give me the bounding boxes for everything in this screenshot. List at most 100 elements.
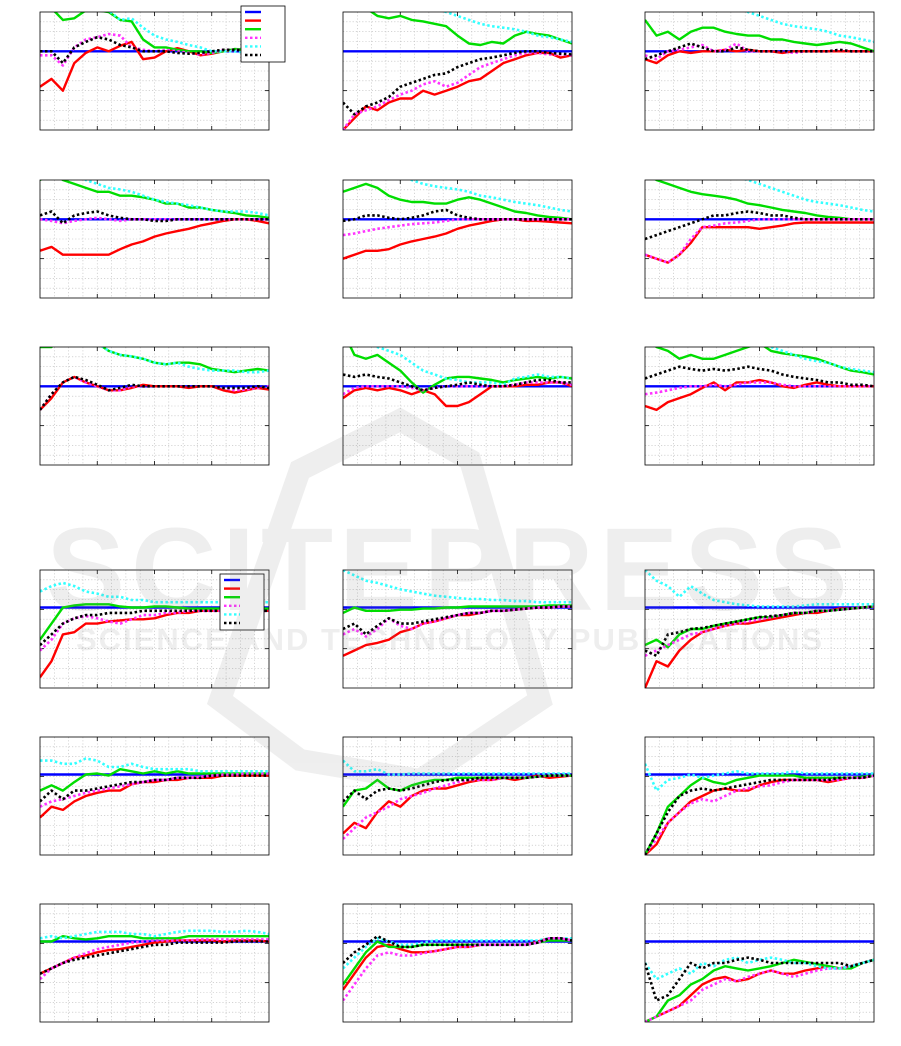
- grid: [40, 904, 269, 1022]
- series-line-cyan: [343, 570, 572, 604]
- chart-panel: [644, 736, 875, 856]
- series-line-green: [40, 935, 269, 943]
- chart-panel: [342, 179, 573, 299]
- series-line-cyan: [766, 347, 874, 374]
- axes-frame: [39, 346, 270, 466]
- series-line-red: [343, 381, 572, 408]
- chart-panel: [644, 346, 875, 466]
- series-line-cyan: [84, 180, 269, 217]
- axes-frame: [342, 11, 573, 131]
- axes-frame: [342, 736, 573, 856]
- axes-frame: [644, 11, 875, 131]
- series-line-magenta: [645, 381, 874, 396]
- chart-panel: [39, 903, 270, 1023]
- chart-panel: [644, 11, 875, 131]
- series-line-magenta: [343, 51, 572, 130]
- legend: [240, 5, 286, 63]
- series-line-cyan: [373, 347, 572, 387]
- series-line-cyan: [743, 12, 874, 44]
- series-line-cyan: [645, 570, 874, 608]
- series-line-green: [645, 19, 874, 53]
- series-line-black: [343, 49, 572, 116]
- chart-panel: [342, 569, 573, 689]
- grid: [645, 570, 874, 688]
- axes-frame: [342, 179, 573, 299]
- series-line-cyan: [645, 956, 874, 981]
- ticks: [645, 904, 874, 1022]
- chart-panel: [342, 903, 573, 1023]
- series-line-cyan: [40, 929, 269, 940]
- grid: [645, 904, 874, 1022]
- series-line-green: [349, 347, 572, 394]
- series-line-cyan: [100, 347, 269, 374]
- chart-panel: [39, 346, 270, 466]
- chart-panel: [39, 736, 270, 856]
- series-line-black: [40, 210, 269, 225]
- series-line-magenta: [343, 936, 572, 1002]
- series-line-magenta: [40, 772, 269, 808]
- axes-frame: [644, 179, 875, 299]
- series-line-black: [645, 774, 874, 855]
- chart-panel: [342, 736, 573, 856]
- series-line-magenta: [343, 774, 572, 840]
- axes-frame: [644, 903, 875, 1023]
- chart-panel: [342, 11, 573, 131]
- series-line-green: [53, 12, 269, 55]
- axes-frame: [644, 736, 875, 856]
- grid: [343, 12, 572, 130]
- series-line-green: [645, 774, 874, 855]
- axes-frame: [39, 569, 270, 689]
- chart-panel: [644, 179, 875, 299]
- chart-panel: [39, 5, 286, 131]
- ticks: [343, 570, 572, 688]
- chart-panel: [39, 179, 270, 299]
- series-line-green: [40, 768, 269, 792]
- series-line-magenta: [645, 774, 874, 855]
- axes-frame: [39, 11, 270, 131]
- series-line-red: [343, 51, 572, 130]
- grid: [343, 570, 572, 688]
- series-line-red: [343, 218, 572, 260]
- grid: [40, 737, 269, 855]
- series-line-green: [40, 180, 269, 219]
- series-line-magenta: [40, 938, 269, 981]
- axes-frame: [342, 569, 573, 689]
- axes-frame: [644, 569, 875, 689]
- series-line-black: [40, 774, 269, 803]
- series-line-green: [654, 180, 874, 221]
- chart-panel: [342, 346, 573, 466]
- chart-panel: [39, 569, 270, 689]
- series-line-black: [343, 934, 572, 964]
- grid: [40, 347, 269, 465]
- grid: [343, 737, 572, 855]
- series-line-red: [40, 218, 269, 256]
- series-line-black: [343, 774, 572, 803]
- ticks: [645, 570, 874, 688]
- grid: [343, 180, 572, 298]
- series-line-magenta: [343, 605, 572, 638]
- series-line-magenta: [645, 605, 874, 657]
- series-line-cyan: [343, 759, 572, 776]
- axes-frame: [342, 346, 573, 466]
- ticks: [343, 904, 572, 1022]
- grid: [645, 737, 874, 855]
- series-line-cyan: [108, 12, 269, 59]
- axes-frame: [39, 903, 270, 1023]
- series-line-black: [343, 605, 572, 636]
- grid: [40, 180, 269, 298]
- series-line-black: [40, 375, 269, 411]
- chart-panel: [644, 569, 875, 689]
- series-line-cyan: [407, 180, 572, 213]
- series-line-cyan: [645, 763, 874, 792]
- chart-panel: [644, 903, 875, 1023]
- series-line-cyan: [743, 180, 874, 213]
- grid: [645, 12, 874, 130]
- grid: [40, 12, 269, 130]
- series-line-black: [645, 605, 874, 658]
- series-line-black: [40, 940, 269, 975]
- ticks: [40, 904, 269, 1022]
- series-line-black: [645, 42, 874, 61]
- grid: [645, 180, 874, 298]
- axes-frame: [644, 346, 875, 466]
